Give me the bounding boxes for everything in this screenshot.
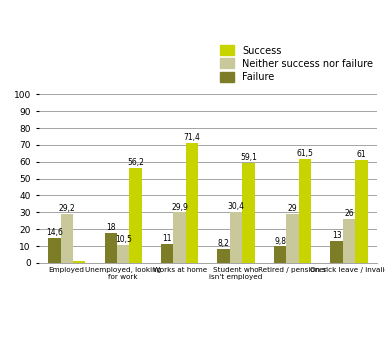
Text: 9,8: 9,8 — [274, 237, 286, 245]
Bar — [355, 160, 368, 263]
Text: 56,2: 56,2 — [127, 158, 144, 167]
Text: 14,6: 14,6 — [46, 228, 63, 237]
Text: 61,5: 61,5 — [296, 149, 313, 158]
Bar — [299, 159, 311, 263]
Bar — [186, 143, 198, 263]
Text: 13: 13 — [332, 231, 341, 240]
Bar — [117, 245, 129, 263]
Text: 59,1: 59,1 — [240, 153, 257, 162]
Bar — [330, 241, 343, 263]
Bar — [286, 214, 299, 263]
Text: 29: 29 — [288, 204, 298, 213]
Text: 26: 26 — [344, 209, 354, 218]
Text: 29,9: 29,9 — [171, 203, 188, 212]
Bar — [129, 168, 142, 263]
Bar — [161, 244, 174, 263]
Text: 29,2: 29,2 — [59, 204, 75, 213]
Text: 11: 11 — [162, 235, 172, 243]
Legend: Success, Neither success nor failure, Failure: Success, Neither success nor failure, Fa… — [219, 45, 373, 82]
Text: 71,4: 71,4 — [184, 133, 201, 142]
Text: 8,2: 8,2 — [218, 239, 229, 248]
Bar — [343, 219, 355, 263]
Bar — [60, 214, 73, 263]
Text: 61: 61 — [357, 150, 366, 159]
Bar — [242, 163, 255, 263]
Text: 18: 18 — [106, 223, 116, 232]
Bar — [73, 261, 85, 263]
Bar — [48, 238, 60, 263]
Bar — [230, 212, 242, 263]
Bar — [274, 246, 286, 263]
Bar — [218, 249, 230, 263]
Text: 10,5: 10,5 — [115, 235, 132, 244]
Bar — [105, 233, 117, 263]
Text: 30,4: 30,4 — [228, 202, 244, 211]
Bar — [174, 213, 186, 263]
